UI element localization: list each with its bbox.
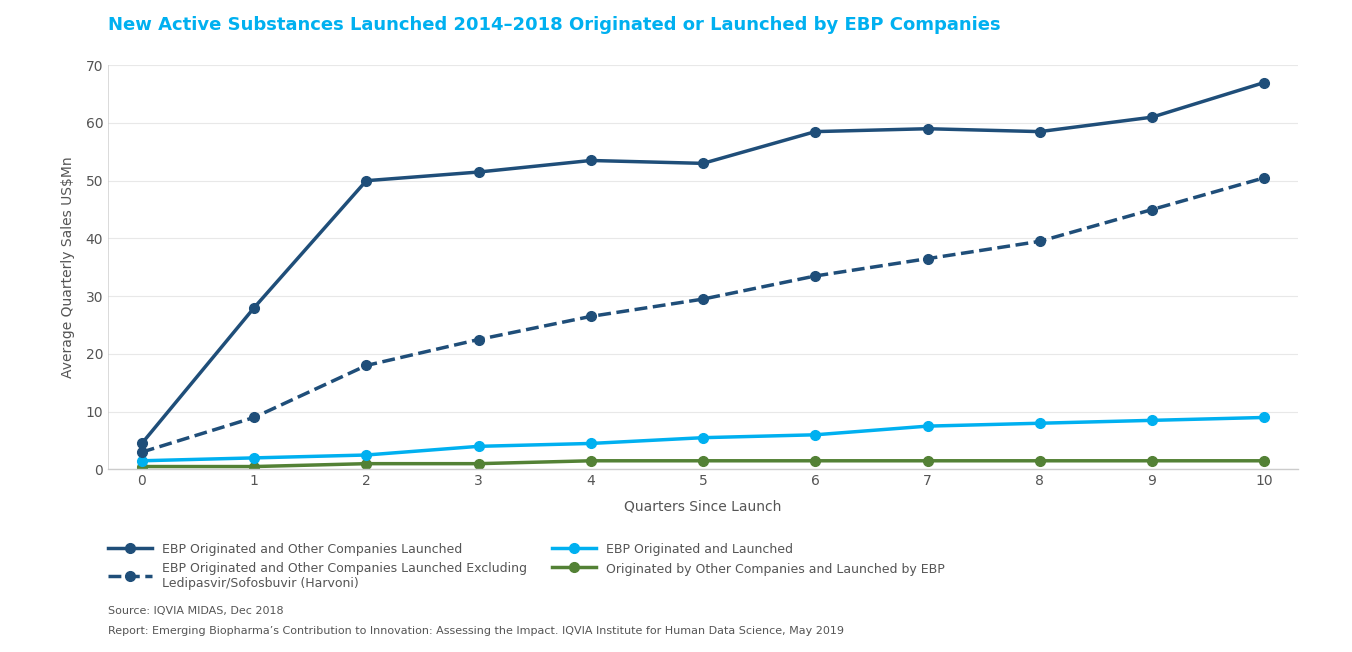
- Text: Report: Emerging Biopharma’s Contribution to Innovation: Assessing the Impact. I: Report: Emerging Biopharma’s Contributio…: [108, 626, 844, 636]
- X-axis label: Quarters Since Launch: Quarters Since Launch: [625, 499, 781, 513]
- Text: Source: IQVIA MIDAS, Dec 2018: Source: IQVIA MIDAS, Dec 2018: [108, 606, 284, 616]
- Legend: EBP Originated and Other Companies Launched, EBP Originated and Other Companies : EBP Originated and Other Companies Launc…: [108, 542, 945, 590]
- Text: New Active Substances Launched 2014–2018 Originated or Launched by EBP Companies: New Active Substances Launched 2014–2018…: [108, 16, 1000, 35]
- Y-axis label: Average Quarterly Sales US$Mn: Average Quarterly Sales US$Mn: [61, 156, 74, 378]
